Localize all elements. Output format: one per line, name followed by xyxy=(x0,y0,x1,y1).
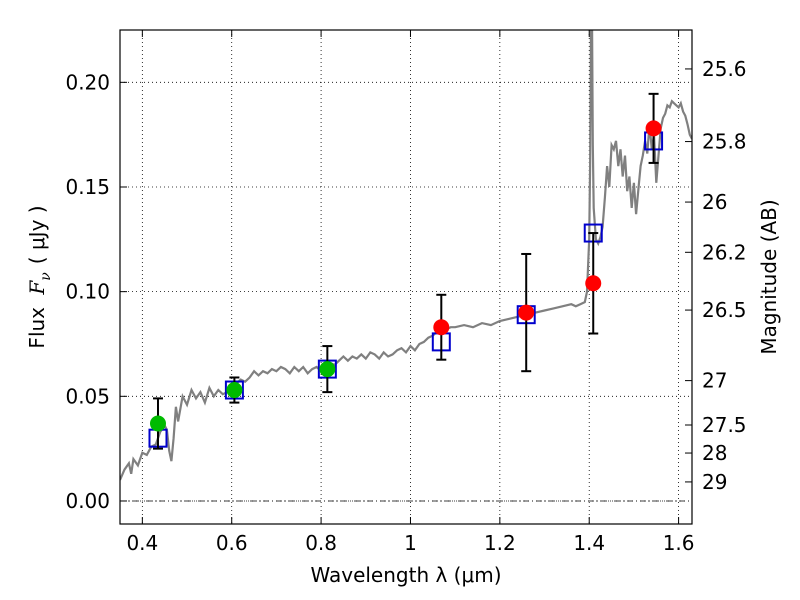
y2-tick-label: 25.6 xyxy=(702,57,747,81)
x-tick-labels: 0.4 0.6 0.8 1 1.2 1.4 1.6 xyxy=(126,531,694,555)
x-tick-label: 0.8 xyxy=(305,531,337,555)
grid-lines xyxy=(120,30,692,524)
y2-tick-label: 28 xyxy=(702,441,727,465)
x-tick-label: 1.2 xyxy=(484,531,516,555)
data-point xyxy=(319,361,336,378)
x-tick-label: 0.4 xyxy=(126,531,158,555)
x-tick-label: 1.6 xyxy=(663,531,695,555)
y-axis-label-symbol: F xyxy=(25,280,49,296)
y-axis-label-unit: ( μJy ) xyxy=(25,205,49,264)
data-point xyxy=(149,415,166,432)
y2-tick-label: 25.8 xyxy=(702,130,747,154)
y-tick-label: 0.20 xyxy=(65,70,110,94)
y2-tick-label: 27 xyxy=(702,369,727,393)
x-tick-label: 1.4 xyxy=(573,531,605,555)
y-axis-label-prefix: Flux xyxy=(25,301,49,349)
y2-tick-label: 29 xyxy=(702,470,727,494)
y2-tick-label: 26.2 xyxy=(702,240,747,264)
tick-marks xyxy=(120,30,692,524)
y-axis-label: Flux Fν ( μJy ) xyxy=(25,205,54,348)
x-tick-label: 0.6 xyxy=(216,531,248,555)
data-point xyxy=(645,120,662,137)
y2-tick-labels: 25.6 25.8 26 26.2 26.5 27 27.5 28 29 xyxy=(702,57,747,494)
y-tick-label: 0.05 xyxy=(65,384,110,408)
y2-axis-label: Magnitude (AB) xyxy=(757,199,781,354)
data-point xyxy=(433,319,450,336)
plot-frame xyxy=(119,29,693,525)
x-axis-label: Wavelength λ (μm) xyxy=(310,563,501,587)
spectrum-line xyxy=(120,30,692,481)
data-point xyxy=(518,304,535,321)
data-point xyxy=(226,382,243,399)
y2-tick-label: 26 xyxy=(702,190,727,214)
y2-tick-label: 27.5 xyxy=(702,413,747,437)
y-tick-label: 0.15 xyxy=(65,175,110,199)
x-tick-label: 1 xyxy=(404,531,417,555)
y-tick-label: 0.00 xyxy=(65,489,110,513)
data-point xyxy=(585,275,602,292)
y2-tick-label: 26.5 xyxy=(702,298,747,322)
y-axis-label-subscript: ν xyxy=(38,272,54,281)
y-tick-labels: 0.00 0.05 0.10 0.15 0.20 xyxy=(65,70,110,513)
data-markers xyxy=(148,92,664,450)
plot-area xyxy=(120,30,692,502)
y-tick-label: 0.10 xyxy=(65,280,110,304)
